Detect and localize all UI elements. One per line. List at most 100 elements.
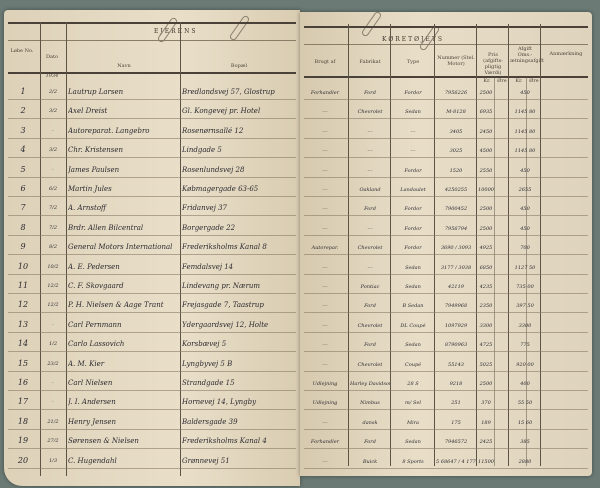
row-date: 10/2 bbox=[47, 263, 59, 270]
column-divider bbox=[434, 24, 435, 466]
row-tax: 1145 80 bbox=[514, 109, 536, 116]
paper-clip bbox=[228, 14, 251, 42]
row-line bbox=[304, 467, 588, 469]
row-address: Borgergade 22 bbox=[182, 223, 236, 232]
row-make: Chevrolet bbox=[357, 361, 383, 368]
row-line bbox=[8, 118, 296, 120]
row-date: 12/2 bbox=[47, 302, 59, 309]
row-used-by: Udlejning bbox=[312, 400, 338, 407]
row-type: Fordor bbox=[404, 225, 422, 232]
row-line bbox=[8, 215, 296, 217]
row-make: Ford bbox=[364, 342, 376, 349]
row-make: Oakland bbox=[359, 187, 381, 193]
row-price: 2450 bbox=[479, 128, 493, 135]
row-date: 1/3 bbox=[48, 457, 58, 464]
row-make: --- bbox=[367, 128, 373, 135]
row-address: Hornevej 14, Lyngby bbox=[182, 398, 257, 407]
row-used-by: --- bbox=[322, 361, 328, 368]
row-no: 17 bbox=[17, 397, 29, 407]
row-used-by: --- bbox=[322, 128, 328, 135]
header-kr: Kr. bbox=[483, 78, 491, 84]
row-line bbox=[304, 254, 588, 256]
column-divider bbox=[540, 24, 541, 466]
row-number: 7956226 bbox=[444, 90, 468, 96]
row-no: 5 bbox=[20, 164, 26, 174]
rule-line bbox=[8, 72, 296, 74]
row-line bbox=[304, 215, 588, 217]
row-price: 2500 bbox=[479, 225, 493, 232]
row-address: Rosenlundsvej 28 bbox=[182, 165, 245, 174]
row-used-by: --- bbox=[322, 303, 328, 310]
row-address: Ydergaardsvej 12, Holte bbox=[182, 320, 269, 329]
row-make: Harley Davidson bbox=[350, 381, 390, 387]
row-address: Baldersgade 39 bbox=[182, 417, 238, 426]
row-no: 10 bbox=[17, 261, 29, 271]
header-make: Fabrikat bbox=[359, 59, 381, 65]
row-tax: 397 50 bbox=[516, 303, 534, 310]
row-make: Buick bbox=[362, 458, 378, 465]
row-type: B Sedan bbox=[402, 303, 424, 310]
row-number: 3405 bbox=[449, 128, 463, 135]
paper-clip bbox=[360, 10, 383, 38]
row-type: Sedan bbox=[405, 264, 421, 271]
row-line bbox=[304, 312, 588, 314]
row-used-by: --- bbox=[322, 206, 328, 213]
row-type: Fordor bbox=[404, 206, 422, 213]
row-address: Købmagergade 63-65 bbox=[182, 185, 259, 193]
row-line bbox=[8, 390, 296, 391]
row-type: Fordor bbox=[404, 167, 422, 174]
row-no: 16 bbox=[17, 378, 29, 387]
row-make: Ford bbox=[364, 206, 376, 213]
row-make: Ford bbox=[364, 90, 376, 96]
row-address: Grønnevej 51 bbox=[182, 456, 230, 465]
row-number: 3690 / 3093 bbox=[440, 245, 472, 252]
row-line bbox=[8, 448, 296, 450]
row-line bbox=[304, 428, 588, 430]
row-no: 2 bbox=[20, 106, 26, 116]
row-line bbox=[8, 467, 296, 469]
row-line bbox=[304, 118, 588, 120]
column-divider bbox=[348, 24, 349, 466]
row-make: Ford bbox=[364, 439, 376, 446]
rule-line bbox=[304, 26, 588, 28]
row-type: --- bbox=[410, 148, 416, 155]
row-used-by: Udlejning bbox=[312, 381, 338, 387]
column-divider bbox=[476, 24, 477, 466]
row-tax: 15 60 bbox=[517, 419, 533, 426]
row-no: 13 bbox=[17, 319, 29, 329]
row-make: --- bbox=[367, 225, 373, 232]
row-tax: 1145 80 bbox=[514, 148, 536, 155]
row-make: Ford bbox=[364, 303, 376, 310]
row-no: 1 bbox=[20, 87, 26, 96]
row-tax: 400 bbox=[520, 381, 530, 387]
row-no: 8 bbox=[20, 222, 26, 232]
row-name: A. M. Kier bbox=[68, 359, 105, 368]
row-used-by: --- bbox=[322, 225, 328, 232]
rule-line bbox=[304, 44, 588, 45]
row-make: Chevrolet bbox=[357, 109, 383, 116]
row-line bbox=[8, 409, 296, 411]
row-name: Autoreparat. Langebro bbox=[68, 126, 150, 135]
row-line bbox=[304, 157, 588, 159]
row-address: Korsbævej 5 bbox=[182, 340, 227, 349]
row-line bbox=[304, 448, 588, 450]
row-address: Lindevang pr. Nærum bbox=[182, 282, 261, 290]
header-remark: Anmærkning bbox=[549, 51, 583, 57]
row-price: 6935 bbox=[479, 109, 493, 116]
row-name: Henry Jensen bbox=[68, 417, 116, 426]
vehicle-section-title: KØRETØJETS bbox=[382, 36, 444, 43]
rule-line bbox=[304, 76, 588, 78]
ledger-right-page: KØRETØJETS Brugt af Fabrikat Type Nummer… bbox=[300, 10, 592, 476]
row-line bbox=[8, 254, 296, 256]
row-name: Carlo Lassovich bbox=[68, 340, 125, 349]
row-price: 2350 bbox=[479, 303, 493, 310]
row-make: --- bbox=[367, 167, 373, 174]
row-type: Sedan bbox=[405, 439, 421, 446]
column-divider bbox=[526, 76, 527, 466]
row-make: Chevrolet bbox=[357, 322, 383, 329]
row-date: 7/2 bbox=[48, 205, 58, 212]
row-price: 189 bbox=[481, 419, 491, 426]
row-address: Frederiksholms Kanal 8 bbox=[182, 243, 267, 252]
row-tax: 920 00 bbox=[516, 361, 534, 368]
